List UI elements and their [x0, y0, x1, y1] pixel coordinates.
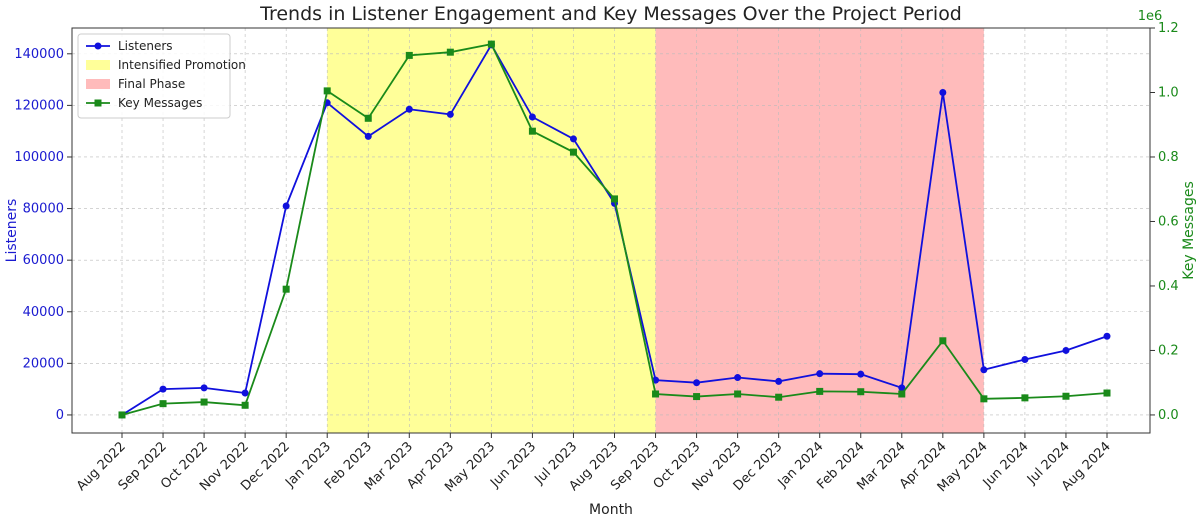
series-2-point — [816, 387, 824, 395]
series-2-point — [528, 127, 536, 135]
y-right-tick-label: 0.4 — [1158, 279, 1179, 294]
series-1-point — [241, 389, 249, 397]
series-1-point — [1062, 346, 1070, 354]
series-1-point — [939, 88, 947, 96]
series-2-point — [939, 337, 947, 345]
legend-swatch-patch — [86, 60, 110, 70]
legend-label: Intensified Promotion — [118, 58, 246, 72]
y-right-axis-ticks: 0.0 0.2 0.4 0.6 0.8 1.0 1.2 — [1150, 21, 1179, 423]
y-left-axis-label: Listeners — [4, 199, 20, 263]
series-2-point — [200, 398, 208, 406]
series-2-point — [118, 411, 126, 419]
x-axis-label: Month — [589, 502, 633, 518]
legend-label: Final Phase — [118, 77, 185, 91]
series-2-point — [446, 48, 454, 56]
y-right-tick-label: 0.0 — [1158, 408, 1179, 423]
y-right-tick-label: 1.2 — [1158, 21, 1179, 36]
legend-label: Listeners — [118, 39, 173, 53]
series-2-point — [693, 393, 701, 401]
series-2-point — [323, 87, 331, 95]
series-2-point — [898, 390, 906, 398]
y-right-tick-label: 0.6 — [1158, 214, 1179, 229]
series-1-point — [1103, 332, 1111, 340]
y-right-axis-multiplier: 1e6 — [1138, 9, 1163, 24]
series-1-point — [1021, 355, 1029, 363]
legend: Listeners Intensified Promotion Final Phas… — [77, 33, 246, 119]
series-1-point — [528, 113, 536, 121]
plot-area-frame — [71, 27, 1151, 434]
series-2-point — [611, 195, 618, 203]
series-2-point — [734, 390, 742, 398]
y-left-tick-label: 140000 — [14, 47, 64, 62]
y-right-tick-label: 1.0 — [1158, 85, 1179, 100]
y-left-tick-label: 0 — [56, 408, 64, 423]
series-1-point — [693, 379, 701, 387]
y-left-tick-label: 60000 — [23, 253, 64, 268]
series-1-point — [775, 377, 783, 385]
legend-swatch-patch — [86, 79, 110, 89]
y-left-tick-label: 20000 — [23, 356, 64, 371]
series-2-point — [159, 400, 167, 408]
legend-marker — [94, 42, 102, 50]
series-2-point — [980, 395, 988, 403]
series-2-point — [1103, 389, 1111, 397]
series-1-point — [446, 110, 454, 118]
series-1-point — [816, 370, 824, 378]
series-1-point — [898, 384, 906, 392]
series-1-point — [734, 374, 742, 382]
series-2-point — [364, 114, 372, 122]
legend-label: Key Messages — [118, 96, 202, 110]
series-2-point — [569, 148, 577, 156]
y-left-tick-label: 80000 — [23, 202, 64, 217]
y-left-axis-ticks: 0 20000 40000 60000 80000 100000 120000 140000 — [14, 47, 72, 423]
series-2-point — [241, 401, 249, 409]
legend-box — [77, 33, 231, 119]
series-1-point — [159, 385, 167, 393]
series-2-point — [487, 40, 495, 48]
series-2-point — [1062, 392, 1070, 400]
series-2-point — [282, 285, 290, 293]
series-2-point — [775, 393, 783, 401]
y-left-tick-label: 120000 — [14, 98, 64, 113]
grid — [72, 28, 1150, 433]
series-1-point — [405, 105, 413, 113]
legend-marker — [94, 99, 102, 107]
series-2-point — [405, 51, 413, 59]
y-right-tick-label: 0.2 — [1158, 343, 1179, 358]
series-1-point — [857, 370, 865, 378]
chart-title: Trends in Listener Engagement and Key Me… — [259, 3, 962, 25]
series-2-point — [652, 390, 660, 398]
y-right-tick-label: 0.8 — [1158, 150, 1179, 165]
series-2-point — [857, 388, 865, 396]
data-series — [118, 40, 1111, 419]
series-2-point — [1021, 394, 1029, 402]
series-1-point — [980, 366, 988, 374]
y-right-axis-label: Key Messages — [1181, 181, 1197, 280]
series-1-point — [364, 132, 372, 140]
series-1-point — [282, 202, 290, 210]
series-1-point — [569, 135, 577, 143]
y-left-tick-label: 100000 — [14, 150, 64, 165]
series-1-point — [200, 384, 208, 392]
y-left-tick-label: 40000 — [23, 305, 64, 320]
